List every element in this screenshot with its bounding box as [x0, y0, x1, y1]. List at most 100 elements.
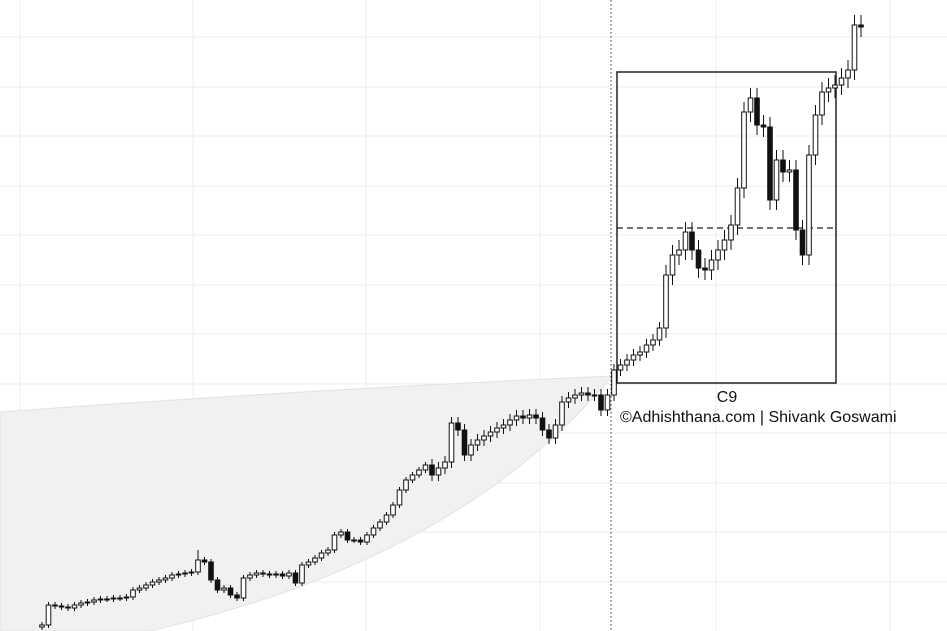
candle-body — [71, 604, 78, 609]
candle-body — [520, 415, 526, 419]
candle-body — [273, 573, 279, 576]
candle-body — [117, 597, 123, 600]
candle-body — [84, 601, 91, 604]
candle-body — [715, 249, 721, 261]
candle-body — [169, 574, 175, 579]
candle-body — [260, 572, 266, 575]
candle-body — [604, 394, 611, 411]
candle-body — [559, 401, 565, 426]
candle-body — [162, 577, 169, 581]
candle-body — [760, 124, 767, 128]
candle-body — [507, 419, 513, 426]
candle-body — [838, 77, 845, 86]
candle-body — [136, 587, 143, 591]
candle-body — [598, 394, 604, 411]
candle-body — [234, 594, 240, 599]
candle-body — [533, 414, 539, 419]
candles — [39, 15, 864, 630]
candle-body — [286, 572, 292, 577]
candle-body — [630, 354, 637, 361]
candle-body — [325, 549, 331, 554]
candle-body — [799, 229, 806, 256]
candle-body — [474, 439, 481, 446]
candle-body — [819, 91, 825, 116]
candle-body — [201, 559, 208, 563]
candle-body — [767, 126, 773, 201]
candle-body — [240, 577, 247, 599]
candle-body — [695, 249, 702, 269]
candle-body — [409, 474, 416, 481]
candle-body — [214, 579, 221, 591]
candle-body — [656, 327, 663, 341]
candle-body — [845, 69, 851, 79]
candle-body — [149, 581, 156, 586]
candle-body — [130, 589, 136, 598]
candle-body — [747, 97, 754, 113]
candle-body — [741, 111, 747, 189]
candle-body — [513, 415, 520, 421]
candle-body — [689, 231, 695, 251]
candle-body — [370, 527, 377, 536]
box-label: C9 — [717, 389, 738, 406]
candle-body — [754, 97, 760, 126]
candle-body — [806, 154, 812, 256]
candle-body — [825, 87, 832, 93]
candle-body — [851, 24, 858, 71]
candle-body — [422, 464, 429, 471]
candle-body — [773, 159, 780, 201]
credit: ©Adhishthana.com | Shivank Goswami — [620, 409, 897, 426]
candle-body — [461, 429, 468, 456]
candle-body — [312, 557, 318, 563]
candle-body — [351, 539, 357, 542]
candle-body — [585, 392, 591, 396]
candle-body — [110, 597, 117, 600]
candle-body — [396, 489, 403, 506]
candle-body — [39, 624, 45, 628]
candle-body — [188, 571, 195, 574]
candle-body — [650, 339, 656, 346]
candle-body — [156, 579, 162, 583]
candle-body — [565, 397, 572, 403]
candle-body — [494, 427, 500, 433]
candle-body — [617, 364, 624, 371]
candle-body — [591, 394, 598, 397]
candle-body — [45, 604, 52, 626]
candle-body — [812, 114, 819, 156]
candle-body — [78, 602, 84, 606]
candle-body — [331, 534, 338, 551]
candle-body — [104, 598, 110, 601]
candle-body — [728, 224, 734, 241]
candle-body — [676, 249, 682, 256]
candle-body — [208, 561, 214, 581]
candle-body — [97, 598, 104, 601]
candle-body — [91, 599, 97, 603]
candle-body — [721, 239, 728, 251]
candle-body — [58, 605, 65, 608]
candle-body — [175, 573, 182, 576]
candle-body — [643, 344, 650, 353]
candle-body — [546, 429, 552, 439]
candle-body — [253, 572, 260, 576]
candle-body — [390, 504, 396, 516]
candle-body — [624, 359, 630, 366]
candle-body — [708, 259, 715, 271]
candle-body — [734, 187, 741, 226]
candle-body — [344, 531, 351, 541]
candle-body — [52, 604, 58, 607]
candle-body — [442, 461, 448, 469]
candle-body — [305, 561, 312, 566]
candle-body — [455, 422, 461, 431]
candle-body — [377, 521, 383, 529]
candle-body — [143, 584, 149, 589]
candle-body — [858, 24, 864, 28]
candle-body — [702, 267, 708, 271]
shaded-zone — [0, 375, 614, 631]
candle-body — [832, 84, 838, 89]
candle-body — [123, 596, 130, 599]
candle-body — [416, 469, 422, 476]
candle-body — [299, 564, 305, 584]
candle-body — [182, 572, 188, 575]
candle-body — [611, 369, 617, 396]
